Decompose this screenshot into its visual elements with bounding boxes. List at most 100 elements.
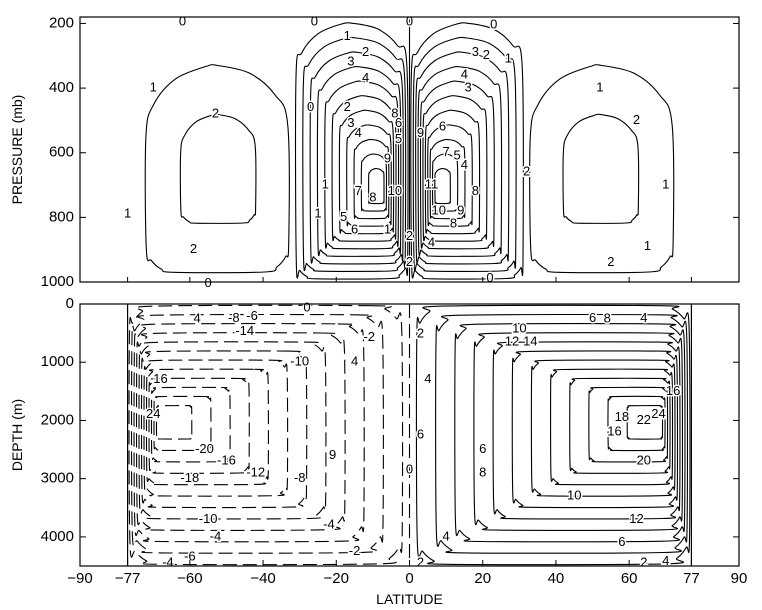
- top-contour-label: 9: [417, 125, 424, 140]
- top-contour-label: 5: [395, 131, 402, 146]
- bottom-contour-label: -2: [363, 329, 375, 344]
- bottom-y-tick-label: 4000: [41, 528, 74, 545]
- tropical-south-contour-10: [360, 153, 387, 212]
- bottom-contour-label: 10: [567, 488, 581, 503]
- southern-gyre-contour-5: [138, 341, 327, 520]
- basin-edges: [126, 304, 693, 566]
- ferrel-north-contour-2: [562, 113, 640, 224]
- top-contour-label: 0: [406, 13, 413, 28]
- top-contour-label: 6: [351, 222, 358, 237]
- top-contour-label: 3: [347, 54, 354, 69]
- top-contour-label: 1: [314, 206, 321, 221]
- bottom-contour-label: 2: [640, 555, 647, 570]
- top-contour-label: 9: [457, 202, 464, 217]
- bottom-x-tick-label: 77: [683, 570, 700, 587]
- northern-gyre-contour-2: [435, 313, 689, 554]
- top-contour-label: 3: [464, 80, 471, 95]
- ferrel-south-contour-2: [179, 113, 257, 224]
- top-contour-label: 2: [406, 254, 413, 269]
- southern-gyre-contour-4: [135, 332, 346, 531]
- top-contour-label: 10: [388, 183, 402, 198]
- bottom-contour-label: 2: [417, 326, 424, 341]
- top-contour-label: 4: [355, 125, 362, 140]
- top-contour-label: 1: [322, 176, 329, 191]
- top-contour-label: 11: [425, 176, 439, 191]
- bottom-x-ticks: −90 −77 −60 −40 −20 0 20 40 60 77 90: [67, 560, 747, 587]
- top-contour-label: 7: [355, 183, 362, 198]
- top-contour-label: 3: [347, 115, 354, 130]
- bottom-contour-label: 8: [604, 311, 611, 326]
- top-contour-label: 7: [442, 144, 449, 159]
- tropical-south-contour-8: [346, 124, 392, 227]
- top-contour-label: 9: [384, 151, 391, 166]
- northern-gyre-contour-8: [550, 368, 674, 486]
- top-contour-label: 4: [428, 235, 435, 250]
- bottom-contour-label: 8: [479, 464, 486, 479]
- bottom-contour-label: -8: [228, 310, 240, 325]
- tropical-north-contour-9: [429, 138, 466, 220]
- tropical-north-contour-4: [417, 65, 503, 257]
- bottom-contour-label: 20: [637, 453, 651, 468]
- top-contour-label: 0: [490, 17, 497, 32]
- southern-gyre-contour-2: [130, 313, 384, 554]
- top-contour-label: 1: [384, 222, 391, 237]
- top-contour-label: 3: [472, 44, 479, 59]
- bottom-contour-label: -4: [162, 555, 174, 570]
- bottom-contour-label: 9: [329, 447, 336, 462]
- top-contour-label: 2: [483, 47, 490, 62]
- ferrel-north-contour-1: [529, 64, 675, 274]
- bottom-x-tick-label: 20: [474, 570, 491, 587]
- top-ylabel: PRESSURE (mb): [9, 95, 25, 205]
- bottom-contour-label: 4: [662, 553, 669, 568]
- northern-gyre-contour-12: [626, 405, 664, 440]
- bottom-contour-label: 16: [607, 424, 621, 439]
- southern-gyre-contour-7: [143, 359, 289, 497]
- top-y-tick-label: 1000: [41, 273, 74, 290]
- southern-gyre-contour-1: [128, 304, 404, 566]
- tropical-south-contour-5: [324, 80, 400, 250]
- top-contour-label: 5: [453, 147, 460, 162]
- top-contour-label: 1: [124, 206, 131, 221]
- top-contour-label: 2: [362, 44, 369, 59]
- top-contour-label: 2: [406, 228, 413, 243]
- bottom-contour-label: 4: [442, 528, 449, 543]
- bottom-contour-label: 0: [303, 300, 310, 315]
- bottom-contour-label: 22: [637, 412, 651, 427]
- bottom-contour-label: -10: [290, 354, 309, 369]
- southern-gyre-contour-3: [133, 323, 365, 543]
- tropical-north-contour-10: [432, 153, 459, 212]
- top-contour-label: 2: [212, 105, 219, 120]
- tropical-north-contour-8: [427, 124, 473, 227]
- top-contour-label: 2: [523, 164, 530, 179]
- southern-gyre-contour-6: [140, 350, 308, 509]
- bottom-x-tick-label: 40: [548, 570, 565, 587]
- bottom-contour-label: 4: [351, 354, 358, 369]
- tropical-north-contour-2: [412, 36, 517, 272]
- bottom-contour-label: 0: [406, 461, 413, 476]
- southern-gyre-contour-12: [155, 405, 193, 440]
- top-contour-label: 1: [596, 80, 603, 95]
- top-contour-label: 6: [395, 115, 402, 130]
- southern-gyre-contour-10: [150, 386, 231, 463]
- northern-gyre-contour-10: [588, 386, 669, 463]
- top-y-tick-label: 800: [49, 208, 74, 225]
- tropical-south-contour-6: [331, 95, 397, 242]
- top-contour-label: 8: [472, 183, 479, 198]
- bottom-contour-label: -14: [235, 323, 254, 338]
- top-contour-label: 2: [607, 254, 614, 269]
- bottom-x-tick-label: −60: [177, 570, 202, 587]
- top-contour-label: 1: [505, 50, 512, 65]
- bottom-contour-label: 2: [417, 555, 424, 570]
- tropical-south-contour-9: [353, 138, 390, 220]
- tropical-south-contour-11: [368, 167, 385, 205]
- bottom-contour-label: -12: [246, 464, 265, 479]
- tropical-north-contour-6: [422, 95, 488, 242]
- tropical-south-contour-7: [338, 109, 395, 235]
- top-contour-label: 1: [662, 176, 669, 191]
- northern-gyre-contour-3: [454, 323, 686, 543]
- top-contour-label: 8: [391, 105, 398, 120]
- bottom-contours: [128, 304, 691, 566]
